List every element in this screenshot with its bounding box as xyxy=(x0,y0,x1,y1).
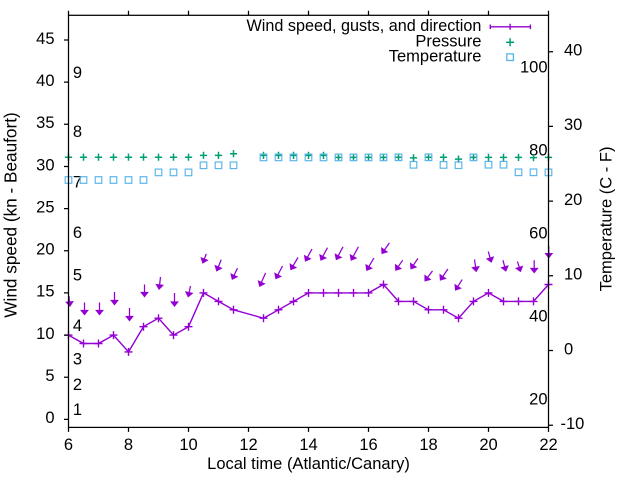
svg-text:80: 80 xyxy=(529,142,547,160)
svg-text:-10: -10 xyxy=(561,415,585,433)
svg-text:15: 15 xyxy=(36,283,54,301)
svg-text:10: 10 xyxy=(179,436,197,454)
svg-text:10: 10 xyxy=(36,325,54,343)
svg-text:22: 22 xyxy=(539,436,557,454)
svg-text:8: 8 xyxy=(124,436,133,454)
svg-text:Temperature (C - F): Temperature (C - F) xyxy=(598,147,616,292)
svg-text:5: 5 xyxy=(45,367,54,385)
svg-text:60: 60 xyxy=(529,225,547,243)
svg-text:100: 100 xyxy=(520,59,548,77)
svg-text:40: 40 xyxy=(564,42,582,60)
svg-text:35: 35 xyxy=(36,114,54,132)
svg-text:40: 40 xyxy=(36,72,54,90)
svg-text:14: 14 xyxy=(299,436,317,454)
svg-text:0: 0 xyxy=(45,409,54,427)
svg-text:Pressure: Pressure xyxy=(415,32,481,50)
svg-text:0: 0 xyxy=(564,340,573,358)
svg-text:12: 12 xyxy=(239,436,257,454)
svg-text:Local time (Atlantic/Canary): Local time (Atlantic/Canary) xyxy=(207,455,410,473)
svg-text:4: 4 xyxy=(73,317,82,335)
svg-text:25: 25 xyxy=(36,198,54,216)
svg-text:20: 20 xyxy=(529,391,547,409)
svg-text:1: 1 xyxy=(73,401,82,419)
svg-text:20: 20 xyxy=(36,241,54,259)
svg-text:40: 40 xyxy=(529,308,547,326)
svg-text:10: 10 xyxy=(564,266,582,284)
svg-text:18: 18 xyxy=(419,436,437,454)
svg-text:5: 5 xyxy=(73,266,82,284)
svg-text:20: 20 xyxy=(564,191,582,209)
svg-text:8: 8 xyxy=(73,123,82,141)
svg-text:6: 6 xyxy=(73,224,82,242)
svg-text:30: 30 xyxy=(564,116,582,134)
svg-text:Wind speed, gusts, and directi: Wind speed, gusts, and direction xyxy=(247,17,482,35)
svg-text:6: 6 xyxy=(64,436,73,454)
svg-text:45: 45 xyxy=(36,30,54,48)
svg-text:3: 3 xyxy=(73,351,82,369)
svg-text:9: 9 xyxy=(73,64,82,82)
svg-text:7: 7 xyxy=(73,174,82,192)
svg-text:2: 2 xyxy=(73,376,82,394)
svg-text:Wind speed (kn - Beaufort): Wind speed (kn - Beaufort) xyxy=(1,112,21,317)
svg-text:30: 30 xyxy=(36,156,54,174)
svg-text:16: 16 xyxy=(359,436,377,454)
svg-text:Temperature: Temperature xyxy=(389,47,482,65)
svg-text:20: 20 xyxy=(479,436,497,454)
